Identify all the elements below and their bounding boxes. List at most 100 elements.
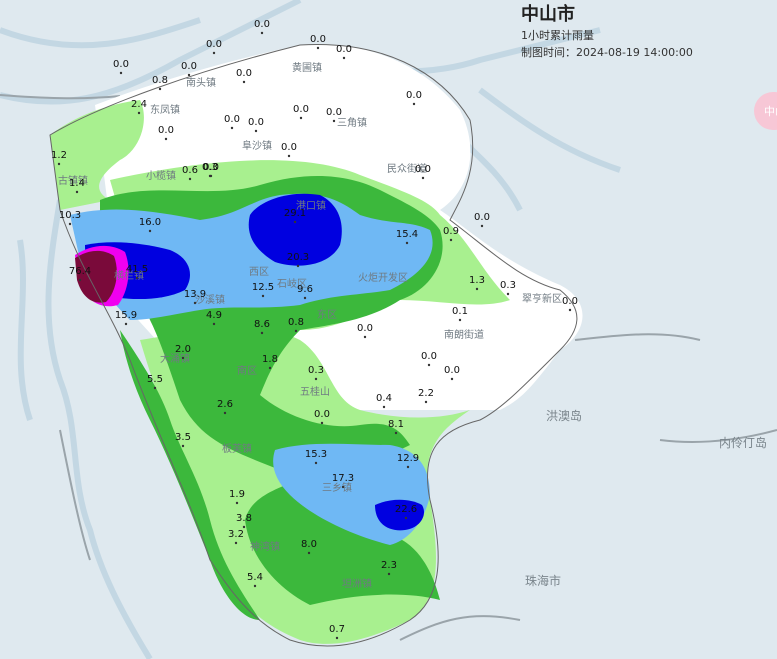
station-dot — [208, 174, 212, 178]
rain-value: 2.4 — [131, 99, 147, 110]
rain-over-100mm-area — [75, 250, 117, 303]
rain-value: 0.8 — [288, 317, 304, 328]
rain-value: 0.1 — [452, 306, 468, 317]
rain-value: 4.9 — [206, 310, 222, 321]
station-dot — [332, 119, 336, 123]
rain-value: 15.3 — [305, 449, 327, 460]
rain-value: 0.0 — [236, 68, 252, 79]
place-label: 内伶仃岛 — [719, 435, 767, 450]
station-dot — [405, 241, 409, 245]
station-dot — [406, 465, 410, 469]
side-tab[interactable]: 中山 — [754, 92, 777, 130]
station-dot — [124, 322, 128, 326]
rain-value: 0.0 — [203, 162, 219, 173]
rain-25-50mm-area-north — [248, 193, 342, 266]
road-lines — [0, 94, 777, 641]
place-label: 三角镇 — [337, 116, 367, 129]
rain-value: 76.4 — [69, 266, 91, 277]
place-label: 古镇镇 — [58, 174, 88, 187]
rain-value: 15.4 — [396, 229, 418, 240]
station-dot — [341, 485, 345, 489]
place-label: 民众街道 — [387, 162, 427, 175]
place-label: 神湾镇 — [250, 540, 280, 553]
place-label: 珠海市 — [525, 573, 561, 588]
place-label: 石岐区 — [277, 277, 307, 290]
rain-value: 0.0 — [248, 117, 264, 128]
rain-value: 0.6 — [182, 165, 198, 176]
place-label: 南区 — [237, 364, 257, 377]
place-label: 港口镇 — [296, 199, 326, 212]
station-dot — [314, 461, 318, 465]
rain-value: 1.3 — [469, 275, 485, 286]
rain-value: 0.0 — [415, 164, 431, 175]
rain-value: 0.8 — [152, 75, 168, 86]
rain-value: 0.0 — [474, 212, 490, 223]
place-label: 五桂山 — [300, 385, 330, 398]
rain-value: 1.2 — [51, 150, 67, 161]
station-dot — [260, 31, 264, 35]
station-dot — [68, 222, 72, 226]
place-label: 沙溪镇 — [195, 293, 225, 306]
map-time: 制图时间：2024-08-19 14:00:00 — [521, 46, 693, 59]
rain-value: 0.3 — [308, 365, 324, 376]
map-title: 中山市 — [521, 4, 575, 25]
station-dot — [449, 238, 453, 242]
rain-1-10mm-area-west — [120, 330, 260, 620]
rain-value: 1.8 — [262, 354, 278, 365]
rain-value: 8.1 — [388, 419, 404, 430]
station-dot — [137, 111, 141, 115]
station-dot — [335, 636, 339, 640]
place-label: 翠亨新区 — [522, 292, 562, 305]
rain-value: 0.0 — [444, 365, 460, 376]
station-dot — [78, 278, 82, 282]
rain-value: 12.9 — [397, 453, 419, 464]
rain-value: 8.0 — [301, 539, 317, 550]
rain-value: 1.4 — [69, 178, 85, 189]
station-dot — [153, 386, 157, 390]
rain-value: 0.0 — [406, 90, 422, 101]
rain-value: 0.0 — [224, 114, 240, 125]
rain-value: 3.5 — [175, 432, 191, 443]
rain-value: 0.3 — [202, 162, 218, 173]
station-dot — [427, 363, 431, 367]
place-label: 三乡镇 — [322, 481, 352, 494]
rain-value: 0.0 — [113, 59, 129, 70]
place-label: 小榄镇 — [146, 169, 176, 182]
place-label: 大涌镇 — [160, 352, 190, 365]
station-dot — [212, 51, 216, 55]
rain-value: 2.0 — [175, 344, 191, 355]
station-dot — [424, 400, 428, 404]
rain-value: 0.7 — [329, 624, 345, 635]
station-dot — [387, 572, 391, 576]
place-label: 东区 — [317, 308, 337, 321]
place-label: 西区 — [249, 266, 269, 278]
rain-value: 12.5 — [252, 282, 274, 293]
rain-value: 17.3 — [332, 473, 354, 484]
station-dot — [181, 356, 185, 360]
station-dot — [119, 71, 123, 75]
station-dot — [480, 224, 484, 228]
station-dot — [181, 444, 185, 448]
rain-value: 0.0 — [293, 104, 309, 115]
station-dot — [314, 377, 318, 381]
rain-value: 0.0 — [158, 125, 174, 136]
rain-value: 0.0 — [206, 39, 222, 50]
side-tab-label: 中山 — [764, 105, 777, 118]
station-dot — [187, 73, 191, 77]
station-dot — [230, 126, 234, 130]
rain-value: 0.0 — [421, 351, 437, 362]
station-dot — [475, 287, 479, 291]
rain-value: 0.9 — [443, 226, 459, 237]
station-dot — [307, 551, 311, 555]
station-dot — [223, 411, 227, 415]
place-label: 南朗街道 — [444, 328, 484, 341]
station-dot — [568, 308, 572, 312]
place-label: 洪澳岛 — [546, 408, 582, 423]
rain-value: 20.3 — [287, 252, 309, 263]
rain-values: 0.00.0 0.00.00.80.0 0.00.00.02.40.0 0.00.00… — [51, 19, 578, 640]
station-dot — [293, 220, 297, 224]
station-dot — [363, 335, 367, 339]
place-label: 东凤镇 — [150, 103, 180, 116]
station-dot — [296, 264, 300, 268]
